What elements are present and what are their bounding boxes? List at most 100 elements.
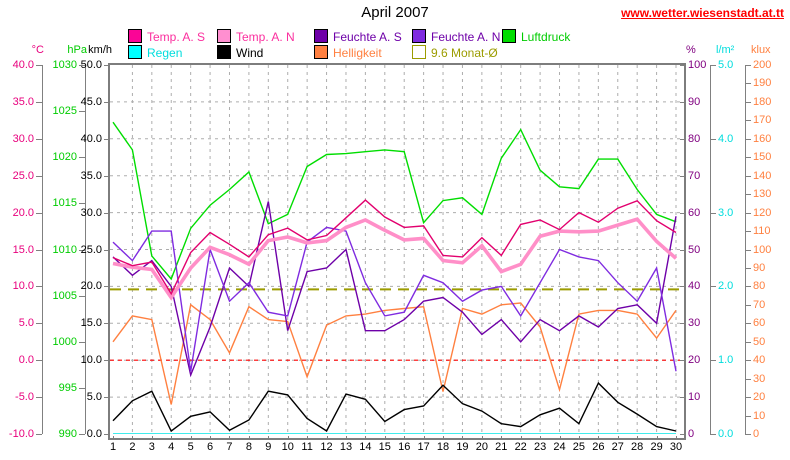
axis-tick [104, 397, 110, 399]
x-axis-label-day-25: 25 [572, 441, 586, 453]
legend-item-temp-a-s: Temp. A. S [128, 29, 206, 44]
axis-tick [36, 323, 42, 325]
axis-tick-label-km/h: 30.0 [80, 206, 102, 219]
axis-tick [745, 65, 751, 66]
axis-tick-label-%: 100 [688, 59, 707, 71]
chart-title: April 2007 [361, 4, 429, 21]
axis-unit-klux: klux [751, 44, 771, 56]
axis-tick-label-klux: 0 [753, 428, 760, 440]
axis-tick [710, 434, 716, 435]
legend-swatch [314, 45, 328, 59]
legend-swatch [314, 29, 328, 43]
axis-tick [79, 203, 85, 205]
axis-tick-label-°C: 25.0 [12, 169, 34, 182]
axis-tick-label-klux: 100 [753, 243, 772, 256]
x-axis-label-day-28: 28 [631, 441, 644, 453]
axis-tick-label-l/m²: 5.0 [718, 59, 734, 71]
x-axis-label-day-9: 9 [265, 441, 272, 453]
axis-tick-label-klux: 160 [753, 132, 772, 145]
axis-tick-label-%: 90 [688, 95, 701, 108]
axis-tick-label-km/h: 40.0 [80, 132, 102, 145]
axis-tick-label-klux: 30 [753, 372, 766, 385]
axis-tick-label-%: 30 [688, 317, 701, 330]
axis-tick [36, 360, 42, 362]
legend-swatch [128, 29, 142, 43]
axis-tick [745, 83, 751, 85]
axis-tick-label-klux: 80 [753, 280, 766, 293]
legend-item-wind: Wind [217, 45, 263, 60]
axis-tick [745, 378, 751, 380]
legend-swatch [128, 45, 142, 59]
axis-tick [745, 415, 751, 417]
axis-tick [680, 175, 686, 177]
axis-tick [36, 65, 42, 66]
axis-tick-label-klux: 90 [753, 261, 766, 274]
axis-tick [104, 101, 110, 103]
axis-tick-label-hPa: 1030 [52, 59, 77, 71]
axis-tick-label-klux: 170 [753, 114, 772, 127]
axis-tick-label-%: 10 [688, 391, 701, 404]
legend-item-temp-a-n: Temp. A. N [217, 29, 295, 44]
axis-tick-label-hPa: 995 [58, 381, 77, 394]
axis-tick-label-%: 40 [688, 280, 701, 293]
axis-tick-label-klux: 10 [753, 409, 766, 422]
x-axis-label-day-20: 20 [475, 441, 488, 453]
legend-label: 9.6 Monat-Ø [431, 46, 498, 60]
axis-tick-label-km/h: 25.0 [80, 243, 102, 256]
axis-tick-label-klux: 130 [753, 188, 772, 201]
legend-item-luftdruck: Luftdruck [502, 29, 570, 44]
axis-tick-label-hPa: 1025 [52, 105, 77, 118]
legend-item-helligkeit: Helligkeit [314, 45, 382, 60]
axis-tick [745, 323, 751, 325]
x-axis-label-day-14: 14 [359, 441, 372, 453]
axis-tick [79, 434, 85, 435]
x-axis-label-day-19: 19 [456, 441, 469, 453]
axis-tick [680, 434, 686, 435]
axis-tick [680, 138, 686, 140]
axis-tick-label-%: 50 [688, 243, 701, 256]
axis-tick [745, 138, 751, 140]
axis-tick-label-°C: 35.0 [12, 95, 34, 108]
axis-unit-°C: °C [31, 44, 44, 56]
axis-tick [104, 323, 110, 325]
legend-swatch [412, 45, 426, 59]
axis-tick-label-klux: 40 [753, 354, 766, 367]
axis-tick-label-%: 60 [688, 206, 701, 219]
axis-tick-label-%: 70 [688, 169, 701, 182]
axis-tick [104, 212, 110, 214]
series-helligkeit [112, 302, 677, 405]
axis-tick-label-klux: 70 [753, 298, 766, 311]
axis-tick [745, 286, 751, 288]
legend-label: Temp. A. S [147, 30, 206, 44]
axis-tick [745, 194, 751, 196]
legend-label: Helligkeit [333, 46, 382, 60]
axis-tick-label-klux: 60 [753, 317, 766, 330]
axis-tick-label-hPa: 1010 [52, 243, 77, 256]
axis-unit-km/h: km/h [88, 44, 112, 56]
axis-tick [745, 304, 751, 306]
axis-tick-label-km/h: 50.0 [80, 59, 102, 71]
axis-tick [36, 434, 42, 435]
axis-tick-label-km/h: 35.0 [80, 169, 102, 182]
axis-tick [79, 295, 85, 297]
x-axis-label-day-7: 7 [226, 441, 233, 453]
axis-tick [79, 341, 85, 343]
website-url-link[interactable]: www.wetter.wiesenstadt.at.tt [621, 6, 784, 20]
legend-label: Feuchte A. N [431, 30, 501, 44]
axis-tick-label-%: 0 [688, 428, 695, 440]
axis-tick [79, 65, 85, 66]
legend-swatch [217, 29, 231, 43]
axis-tick-label-klux: 110 [753, 225, 771, 238]
axis-tick [79, 157, 85, 159]
axis-tick [680, 101, 686, 103]
axis-tick [79, 249, 85, 251]
x-axis-label-day-8: 8 [245, 441, 252, 453]
axis-tick-label-hPa: 990 [58, 428, 77, 440]
axis-tick-label-%: 20 [688, 354, 701, 367]
legend-swatch [412, 29, 426, 43]
axis-tick [710, 138, 716, 140]
legend-swatch [502, 29, 516, 43]
axis-tick [680, 286, 686, 288]
legend-label: Temp. A. N [236, 30, 295, 44]
